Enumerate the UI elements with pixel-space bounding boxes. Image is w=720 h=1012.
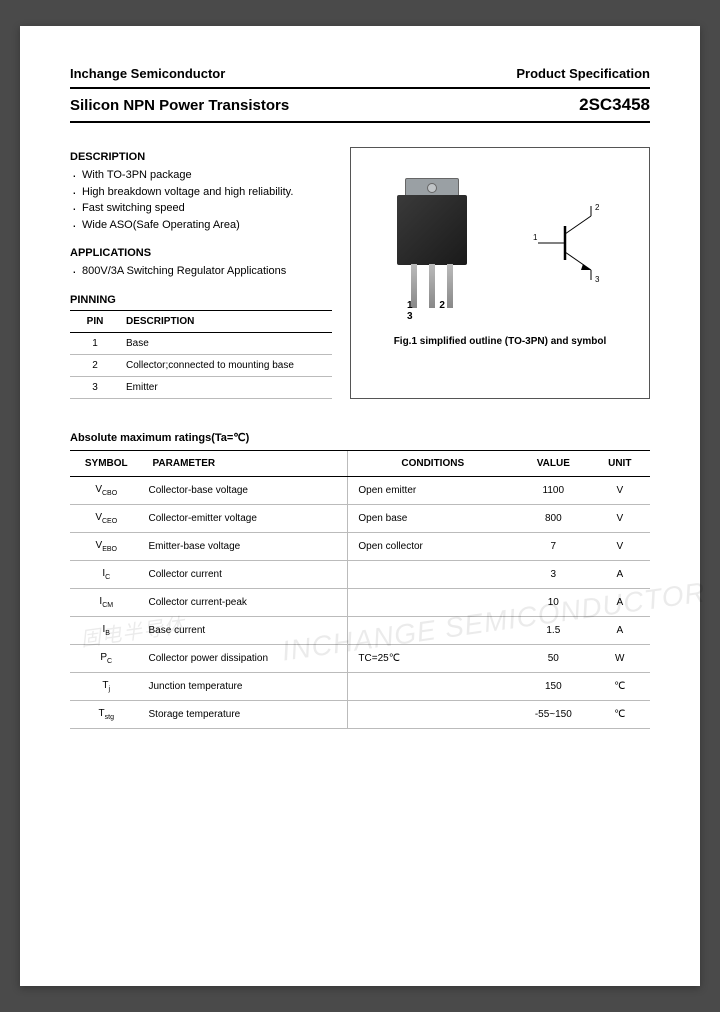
table-row: 1Base <box>70 332 332 354</box>
col-unit: UNIT <box>590 450 650 476</box>
datasheet-page: Inchange Semiconductor Product Specifica… <box>20 26 700 986</box>
col-conditions: CONDITIONS <box>348 450 517 476</box>
header-row: Inchange Semiconductor Product Specifica… <box>70 66 650 81</box>
desc-item: With TO-3PN package <box>70 167 332 184</box>
description-heading: DESCRIPTION <box>70 151 332 163</box>
svg-text:2: 2 <box>595 203 600 212</box>
desc-col-header: DESCRIPTION <box>120 310 332 332</box>
pin-col-header: PIN <box>70 310 120 332</box>
part-number: 2SC3458 <box>579 95 650 115</box>
table-row: ICCollector current3A <box>70 560 650 588</box>
ratings-heading: Absolute maximum ratings(Ta=℃) <box>70 431 650 444</box>
svg-text:1: 1 <box>533 233 538 242</box>
transistor-symbol-icon: 1 2 3 <box>533 198 613 288</box>
table-row: TstgStorage temperature-55~150℃ <box>70 700 650 728</box>
col-parameter: PARAMETER <box>143 450 348 476</box>
table-row: VCEOCollector-emitter voltageOpen base80… <box>70 504 650 532</box>
col-symbol: SYMBOL <box>70 450 143 476</box>
title-row: Silicon NPN Power Transistors 2SC3458 <box>70 87 650 123</box>
svg-text:3: 3 <box>595 275 600 284</box>
desc-item: Wide ASO(Safe Operating Area) <box>70 217 332 234</box>
table-row: 2Collector;connected to mounting base <box>70 354 332 376</box>
table-row: VEBOEmitter-base voltageOpen collector7V <box>70 532 650 560</box>
product-title: Silicon NPN Power Transistors <box>70 97 289 114</box>
pinning-heading: PINNING <box>70 294 332 306</box>
table-row: PCCollector power dissipationTC=25℃50W <box>70 644 650 672</box>
upper-section: DESCRIPTION With TO-3PN package High bre… <box>70 147 650 399</box>
table-row: ICMCollector current-peak10A <box>70 588 650 616</box>
pin-numbers: 1 2 3 <box>407 300 477 322</box>
text-column: DESCRIPTION With TO-3PN package High bre… <box>70 147 332 399</box>
figure-content: 1 2 3 1 2 3 <box>359 158 641 328</box>
company-name: Inchange Semiconductor <box>70 66 225 81</box>
figure-box: 1 2 3 1 2 3 <box>350 147 650 399</box>
app-item: 800V/3A Switching Regulator Applications <box>70 263 332 280</box>
doc-type: Product Specification <box>516 66 650 81</box>
desc-item: High breakdown voltage and high reliabil… <box>70 184 332 201</box>
table-row: VCBOCollector-base voltageOpen emitter11… <box>70 476 650 504</box>
col-value: VALUE <box>517 450 590 476</box>
desc-item: Fast switching speed <box>70 200 332 217</box>
table-row: 3Emitter <box>70 376 332 398</box>
pinning-table: PIN DESCRIPTION 1Base 2Collector;connect… <box>70 310 332 399</box>
ratings-table: SYMBOL PARAMETER CONDITIONS VALUE UNIT V… <box>70 450 650 729</box>
package-outline-icon: 1 2 3 <box>387 178 477 308</box>
table-row: TjJunction temperature150℃ <box>70 672 650 700</box>
table-row: IBBase current1.5A <box>70 616 650 644</box>
applications-heading: APPLICATIONS <box>70 247 332 259</box>
figure-caption: Fig.1 simplified outline (TO-3PN) and sy… <box>394 336 607 347</box>
